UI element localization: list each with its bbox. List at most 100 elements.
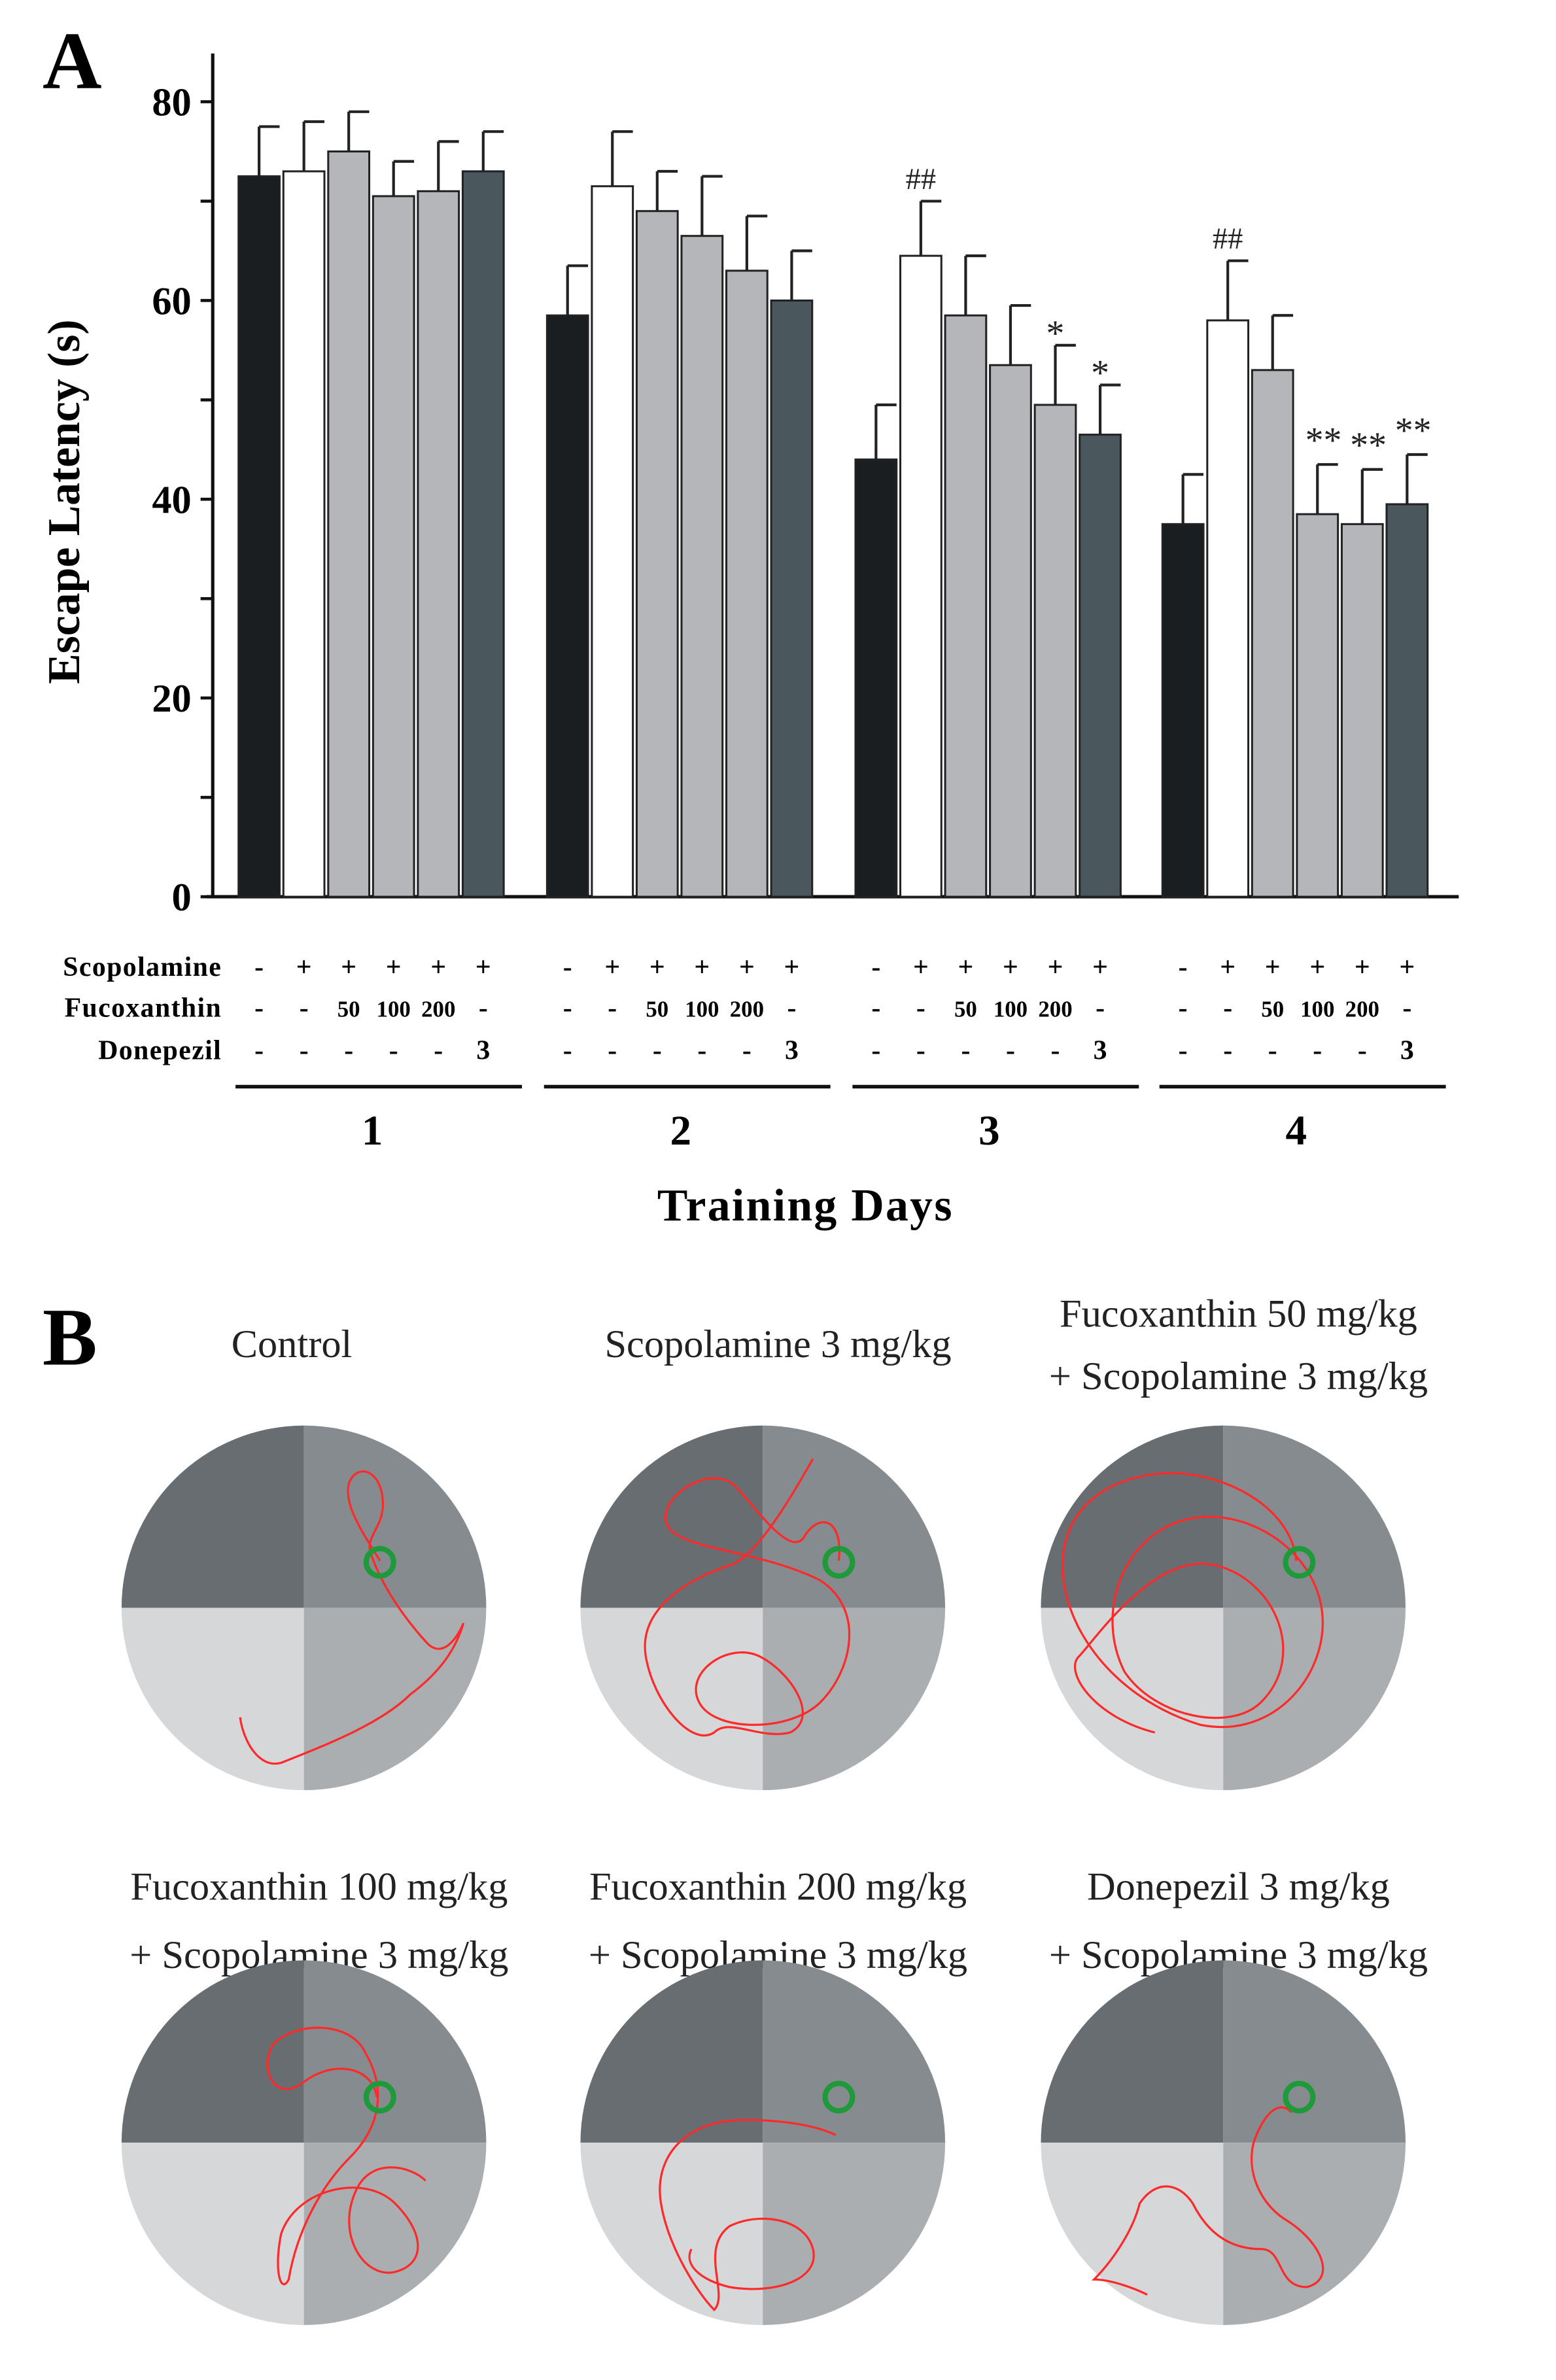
condition-value: 50 <box>1261 997 1284 1022</box>
condition-value: - <box>1006 1036 1015 1066</box>
condition-value: - <box>434 1036 443 1066</box>
condition-value: - <box>254 1036 264 1066</box>
condition-value: - <box>1268 1036 1277 1066</box>
quadrant-bottom-right <box>763 2143 946 2325</box>
condition-value: 3 <box>1400 1036 1414 1066</box>
maze-title: Control <box>232 1322 353 1366</box>
condition-value: + <box>475 952 491 982</box>
maze-grid: Control Scopolamine 3 mg/kg Fucoxanthin 50… <box>121 1292 1428 2325</box>
condition-value: - <box>871 993 880 1024</box>
condition-value: - <box>1096 993 1105 1024</box>
platform-target <box>822 1545 856 1579</box>
bar-day2-0 <box>545 314 589 898</box>
condition-value: - <box>961 1036 970 1066</box>
condition-value: 50 <box>954 997 977 1022</box>
quadrant-top-right <box>763 1425 946 1608</box>
condition-value: - <box>653 1036 662 1066</box>
condition-value: 200 <box>421 997 455 1022</box>
platform-target <box>363 1545 396 1579</box>
maze-title: Fucoxanthin 200 mg/kg <box>589 1865 967 1908</box>
condition-value: 3 <box>1094 1036 1107 1066</box>
condition-value: 3 <box>785 1036 799 1066</box>
condition-value: - <box>1179 993 1188 1024</box>
condition-value: + <box>386 952 402 982</box>
condition-value: - <box>608 993 617 1024</box>
condition-value: 200 <box>1038 997 1072 1022</box>
bars: ##**##** ** ** <box>237 110 1431 898</box>
quadrant-top-left <box>1041 1425 1224 1608</box>
bar-day4-4 <box>1340 523 1384 898</box>
bar-day2-5 <box>770 299 814 898</box>
condition-value: 50 <box>337 997 360 1022</box>
maze-title: Fucoxanthin 50 mg/kg <box>1060 1292 1417 1336</box>
condition-value: + <box>784 952 799 982</box>
bar-day1-5 <box>461 170 505 898</box>
significance-marker: ## <box>906 163 936 196</box>
condition-value: - <box>871 1036 880 1066</box>
bar-day1-1 <box>282 170 326 898</box>
platform-target <box>822 2080 856 2114</box>
maze-title: Scopolamine 3 mg/kg <box>604 1322 951 1366</box>
condition-value: + <box>1003 952 1018 982</box>
condition-label: Scopolamine <box>63 952 222 982</box>
quadrant-bottom-right <box>303 1608 487 1791</box>
quadrant-top-left <box>1041 1960 1224 2143</box>
axes: 0 20 40 60 80 <box>152 53 1459 920</box>
condition-value: + <box>649 952 665 982</box>
condition-value: - <box>742 1036 752 1066</box>
condition-value: - <box>697 1036 706 1066</box>
quadrant-top-left <box>121 1960 304 2143</box>
condition-value: 50 <box>646 997 668 1022</box>
condition-value: + <box>1220 952 1236 982</box>
y-tick-label: 0 <box>172 876 192 920</box>
condition-value: + <box>1355 952 1370 982</box>
condition-value: + <box>694 952 710 982</box>
condition-value: + <box>739 952 755 982</box>
maze-5: Fucoxanthin 200 mg/kg+ Scopolamine 3 mg/… <box>580 1865 967 2325</box>
day-label: 3 <box>978 1107 1000 1154</box>
maze-title: Fucoxanthin 100 mg/kg <box>130 1865 508 1908</box>
condition-value: - <box>1223 1036 1232 1066</box>
condition-value: + <box>1309 952 1325 982</box>
x-axis-label: Training Days <box>657 1181 954 1231</box>
day-label: 2 <box>670 1107 692 1154</box>
maze-3: Fucoxanthin 50 mg/kg + Scopolamine 3 mg/k… <box>1041 1292 1428 1791</box>
platform-target <box>1283 2080 1316 2114</box>
condition-value: - <box>563 993 572 1024</box>
condition-value: 100 <box>994 997 1028 1022</box>
condition-value: - <box>344 1036 353 1066</box>
bar-day1-2 <box>327 150 371 898</box>
y-tick-label: 40 <box>152 478 191 522</box>
quadrant-bottom-left <box>580 2143 763 2325</box>
quadrant-bottom-left <box>121 2143 304 2325</box>
condition-value: 100 <box>1300 997 1334 1022</box>
condition-value: - <box>1179 952 1188 982</box>
condition-value: 100 <box>685 997 719 1022</box>
platform-target <box>1283 1545 1316 1579</box>
bar-day2-4 <box>725 269 769 898</box>
bar-day2-1 <box>591 185 634 898</box>
y-tick-label: 60 <box>152 279 191 323</box>
condition-value: - <box>254 952 264 982</box>
swim-path <box>1091 2106 1324 2296</box>
condition-value: + <box>958 952 974 982</box>
condition-value: - <box>1358 1036 1367 1066</box>
condition-value: - <box>1313 1036 1322 1066</box>
quadrant-bottom-right <box>1223 1608 1406 1791</box>
quadrant-bottom-left <box>1041 2143 1224 2325</box>
condition-value: - <box>563 952 572 982</box>
bar-day4-2 <box>1251 369 1294 898</box>
condition-value: + <box>341 952 356 982</box>
bar-day3-1 <box>899 254 942 898</box>
condition-value: - <box>254 993 264 1024</box>
bar-day3-5 <box>1079 434 1122 898</box>
quadrant-bottom-right <box>303 2143 487 2325</box>
condition-label: Donepezil <box>98 1036 222 1066</box>
y-tick-label: 80 <box>152 81 191 125</box>
condition-value: 100 <box>377 997 411 1022</box>
maze-1: Control <box>121 1322 487 1791</box>
condition-value: + <box>1048 952 1063 982</box>
bar-day2-3 <box>680 235 724 898</box>
condition-value: + <box>1092 952 1108 982</box>
significance-marker: * <box>1046 313 1065 354</box>
